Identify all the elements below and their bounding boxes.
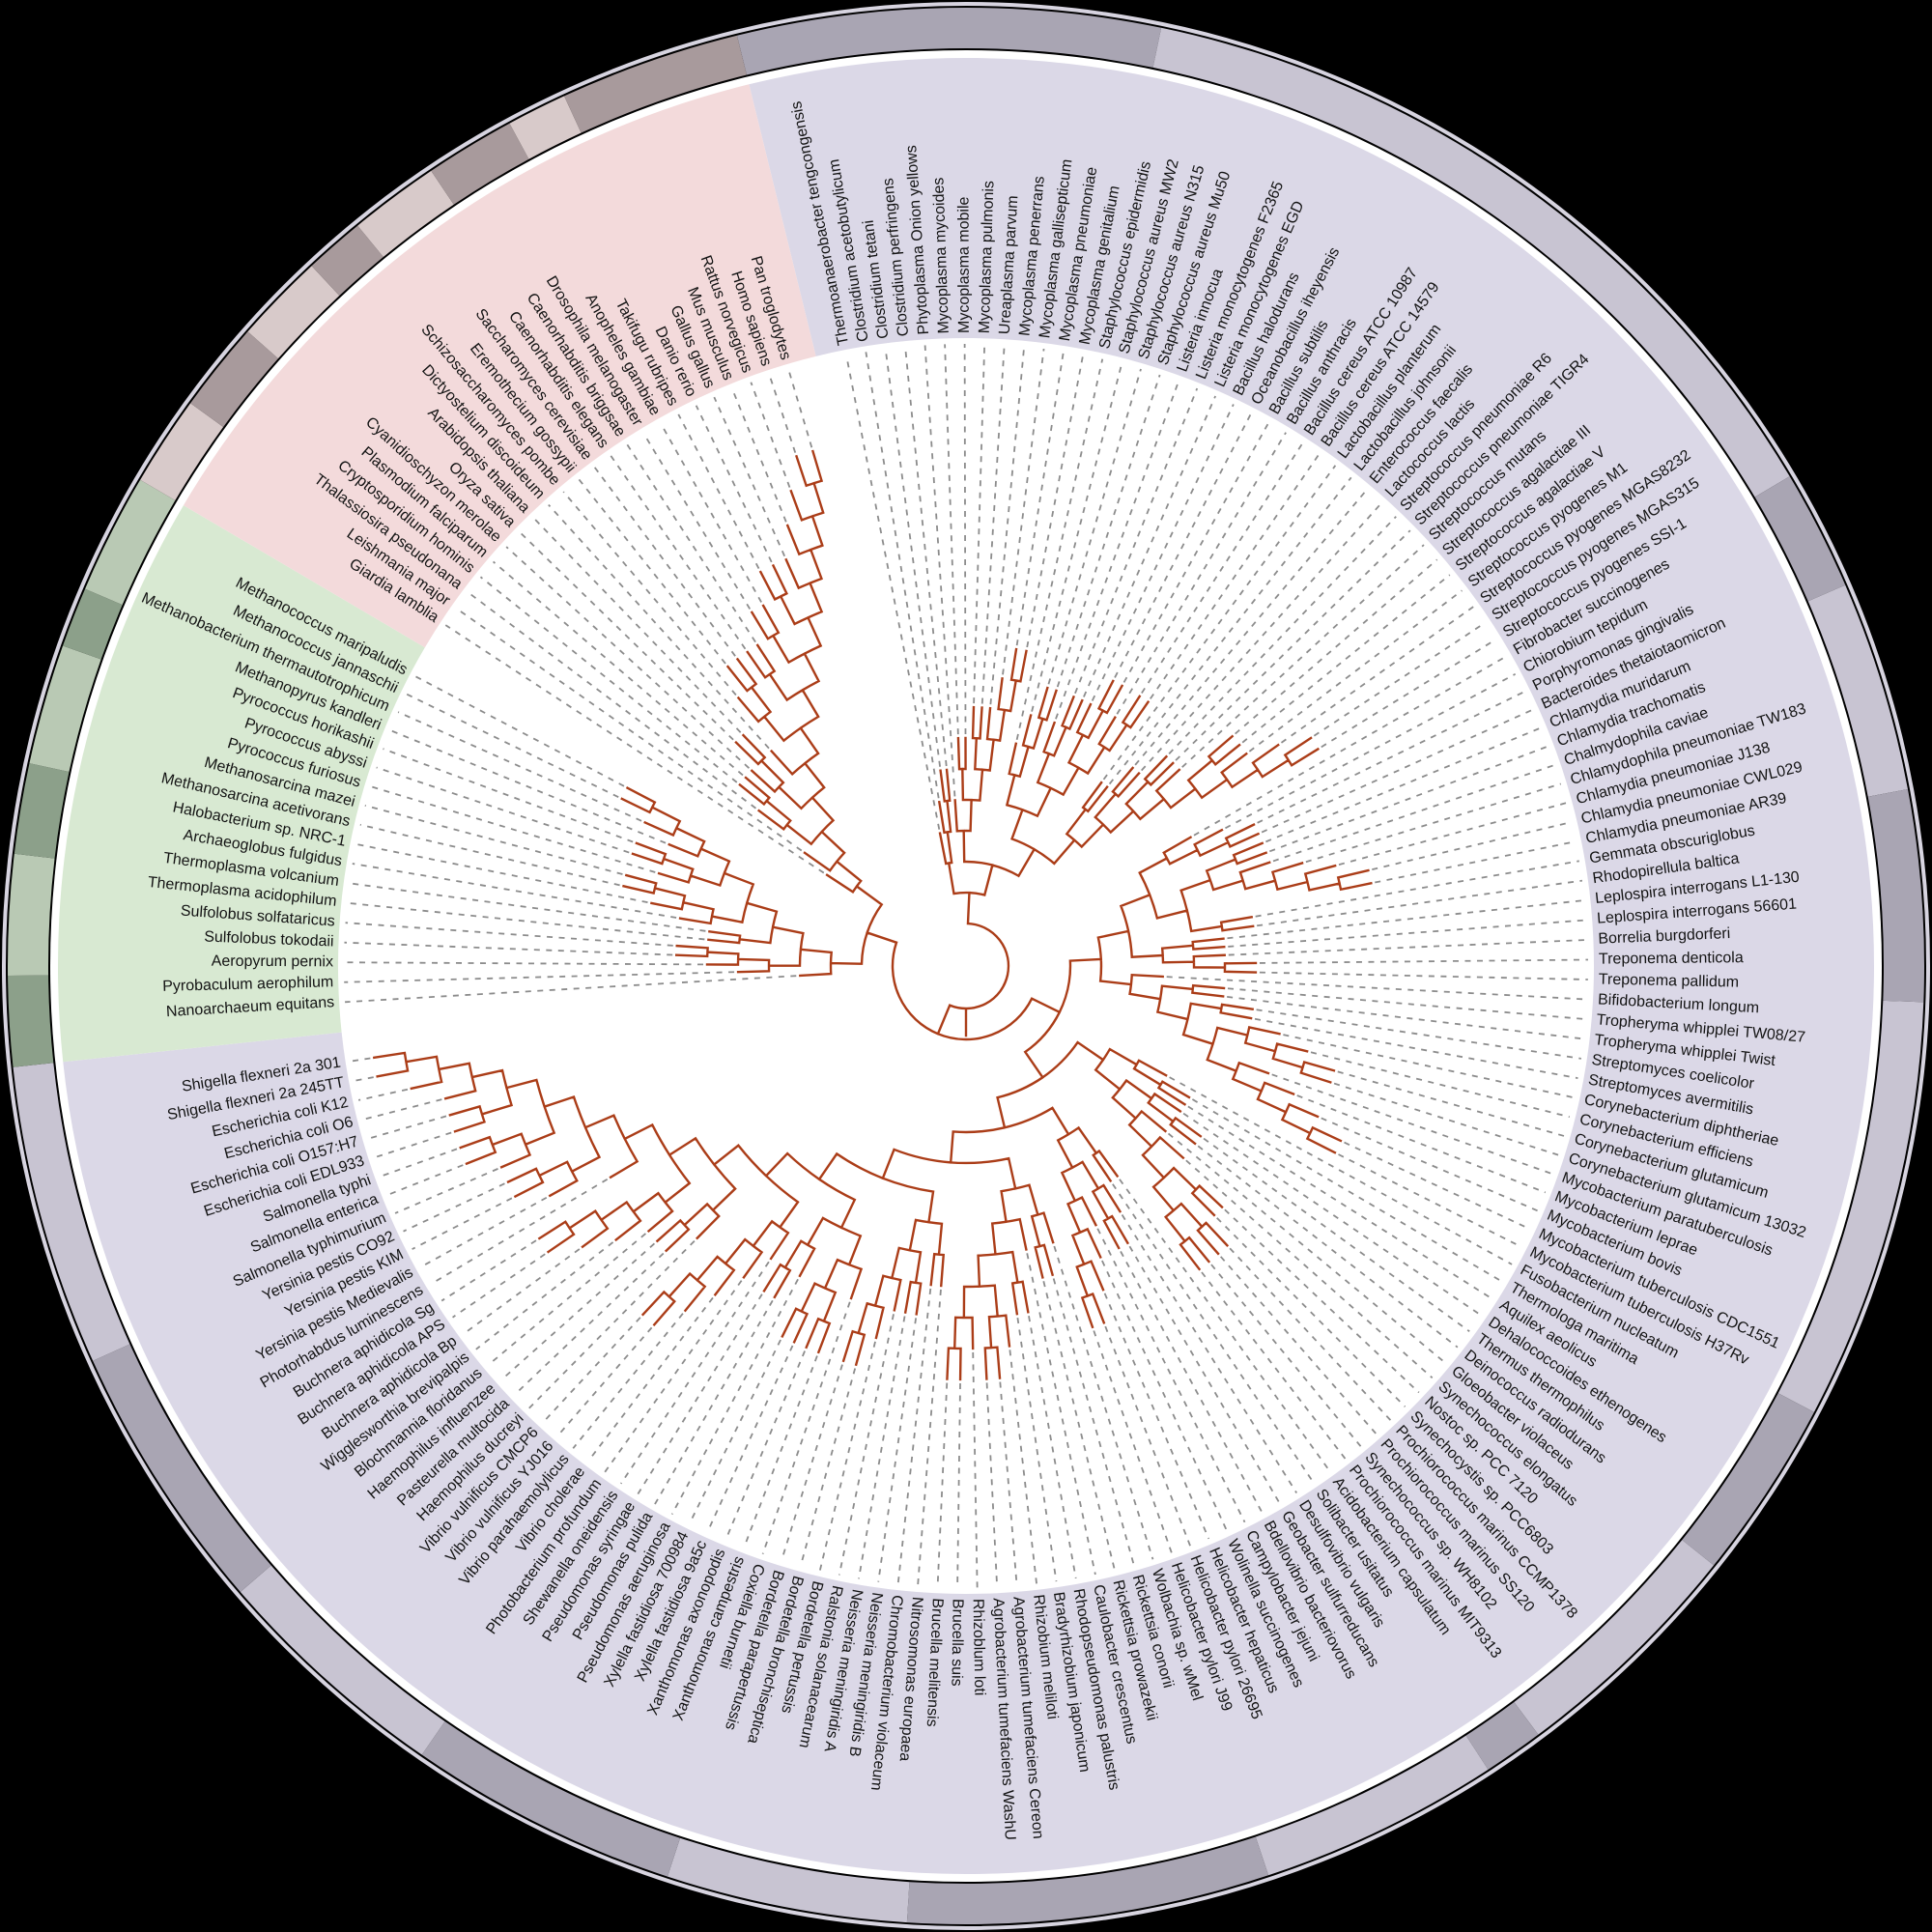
bacteria-ring-segment bbox=[1514, 1540, 1715, 1735]
eukaryota-ring-segment bbox=[431, 123, 529, 205]
species-label: Pyrobaculum aerophilum bbox=[162, 974, 333, 995]
bacteria-ring-segment bbox=[1777, 1000, 1924, 1412]
archaea-ring-segment bbox=[14, 763, 70, 859]
leader-dashed-lines bbox=[344, 343, 1588, 1588]
bacteria-ring-segment bbox=[1807, 584, 1908, 797]
bacteria-ring-segment bbox=[93, 1344, 271, 1592]
eukaryota-ring-segment bbox=[509, 96, 582, 159]
species-label: Brucella melitensis bbox=[923, 1598, 946, 1727]
archaea-ring-segment bbox=[8, 975, 54, 1067]
bacteria-ring-segment bbox=[667, 1837, 910, 1923]
bacteria-ring-segment bbox=[240, 1565, 445, 1755]
species-label: Treponema pallidum bbox=[1599, 972, 1740, 991]
eukaryota-ring-segment bbox=[190, 331, 278, 428]
bacteria-ring-segment bbox=[1754, 476, 1846, 602]
eukaryota-ring-segment bbox=[140, 403, 224, 501]
species-label: Brucella suis bbox=[948, 1599, 965, 1687]
bacteria-ring-segment bbox=[1682, 1393, 1814, 1566]
species-label: Rhizoblum loti bbox=[970, 1599, 988, 1696]
archaea-ring-segment bbox=[85, 479, 176, 606]
bacteria-ring-segment bbox=[13, 1063, 130, 1361]
bacteria-ring-segment bbox=[1152, 27, 1790, 497]
eukaryota-ring-segment bbox=[247, 266, 340, 359]
eukaryota-ring-segment bbox=[311, 225, 384, 296]
archaea-ring-segment bbox=[63, 588, 123, 660]
species-label: Mycoplasma pulmonis bbox=[977, 181, 998, 334]
bacteria-ring-segment bbox=[1255, 1735, 1489, 1876]
species-label: Treponema denticola bbox=[1599, 950, 1744, 968]
eukaryota-ring-segment bbox=[564, 35, 747, 133]
species-label: Aeropyrum pernix bbox=[212, 953, 333, 971]
bacteria-ring-segment bbox=[1465, 1701, 1539, 1770]
bacteria-ring-segment bbox=[906, 1836, 1269, 1924]
eukaryota-ring-segment bbox=[357, 170, 454, 258]
species-label: Borrelia burgdorferi bbox=[1598, 925, 1731, 948]
archaea-ring-segment bbox=[7, 853, 55, 977]
tree-branches bbox=[372, 449, 1373, 1381]
archaea-wedge bbox=[57, 505, 425, 1063]
species-label: Mycoplasma mobile bbox=[956, 196, 973, 333]
bacteria-ring-segment bbox=[736, 8, 1162, 75]
eukaryota-wedge bbox=[183, 84, 816, 648]
species-label: Mycoplasma mycoides bbox=[930, 177, 952, 333]
species-label: Sulfolobus tokodaii bbox=[204, 928, 334, 950]
bacteria-wedge bbox=[63, 57, 1874, 1874]
bacteria-ring-segment bbox=[1867, 789, 1924, 1003]
archaea-ring-segment bbox=[29, 645, 101, 773]
bacteria-ring-segment bbox=[421, 1720, 681, 1877]
